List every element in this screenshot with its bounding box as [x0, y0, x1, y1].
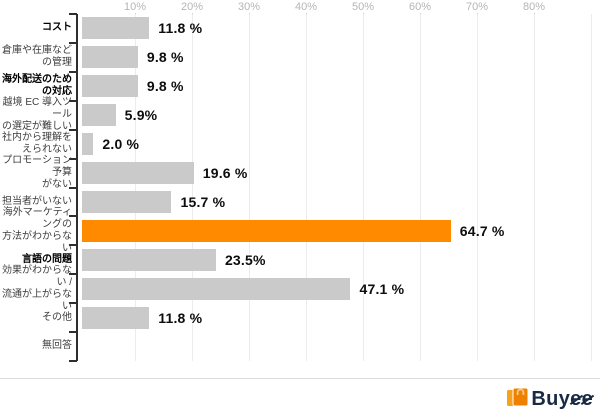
bar-row: 海外配送のための対応 9.8 %	[0, 72, 600, 101]
gridline	[192, 14, 193, 361]
value-label: 11.8 %	[158, 309, 203, 326]
x-tick-label: 60%	[408, 1, 432, 13]
bar-row: プロモーション予算 がない 19.6 %	[0, 155, 600, 190]
bar-row: 言語の問題 23.5%	[0, 245, 600, 274]
footer-divider	[0, 378, 600, 379]
gridline	[249, 14, 250, 361]
bar-row: 海外マーケティングの 方法がわからない 64.7 %	[0, 207, 600, 254]
category-label: 言語の問題	[22, 253, 72, 265]
category-label: 海外配送のための対応	[2, 74, 72, 98]
value-label: 5.9%	[124, 107, 158, 124]
value-label: 23.5%	[224, 251, 266, 268]
y-tick	[69, 215, 77, 218]
bar-area: 23.5%	[79, 245, 600, 274]
bar-area: 2.0 %	[79, 130, 600, 159]
category-label: プロモーション予算 がない	[2, 154, 72, 190]
category-label: 倉庫や在庫などの管理	[2, 45, 72, 69]
bar	[82, 75, 138, 98]
y-tick	[69, 244, 77, 247]
bar	[82, 219, 451, 242]
bar-row: 倉庫や在庫などの管理 9.8 %	[0, 43, 600, 72]
bar-row: 担当者がいない 15.7 %	[0, 187, 600, 216]
value-label: 64.7 %	[459, 222, 505, 239]
bar-row: 社内から理解を えられない 2.0 %	[0, 130, 600, 159]
y-tick	[69, 157, 77, 160]
gridline	[420, 14, 421, 361]
y-tick	[69, 302, 77, 305]
buyee-bag-icon	[506, 384, 529, 413]
y-tick	[69, 99, 77, 102]
value-label: 11.8 %	[158, 20, 203, 37]
y-tick	[69, 273, 77, 276]
bar-area: 5.9%	[79, 101, 600, 130]
gridline	[135, 14, 136, 361]
bar-row: コスト 11.8 %	[0, 14, 600, 43]
bar-area: 19.6 %	[79, 159, 600, 188]
bar-area: 11.8 %	[79, 303, 600, 332]
y-tick	[69, 41, 77, 44]
category-label: 効果がわからない / 流通が上がらない	[2, 264, 72, 312]
gridline	[534, 14, 535, 361]
bar-area: 47.1 %	[79, 274, 600, 303]
bar	[82, 248, 216, 271]
gridline	[363, 14, 364, 361]
value-label: 19.6 %	[202, 164, 248, 181]
bar	[82, 190, 172, 213]
value-label: 2.0 %	[102, 136, 140, 153]
y-tick	[69, 13, 77, 15]
x-tick-label: 80%	[522, 1, 546, 13]
bar	[82, 17, 150, 40]
bar	[82, 277, 351, 300]
bar-area: 9.8 %	[79, 43, 600, 72]
gridline	[477, 14, 478, 361]
x-tick-label: 20%	[180, 1, 204, 13]
y-tick	[69, 331, 77, 334]
bar-rows: コスト 11.8 % 倉庫や在庫などの管理 9.8 % 海外配送のための対応 9.8 % 越…	[0, 14, 600, 361]
x-tick-label: 50%	[351, 1, 375, 13]
bar-row: 効果がわからない / 流通が上がらない 47.1 %	[0, 265, 600, 312]
value-label: 47.1 %	[359, 280, 405, 297]
y-tick	[69, 186, 77, 189]
category-label: 担当者がいない	[2, 195, 72, 207]
value-label: 9.8 %	[146, 49, 184, 66]
x-tick-label: 30%	[237, 1, 261, 13]
category-label: 社内から理解を えられない	[2, 132, 72, 156]
bar	[82, 161, 194, 184]
y-tick	[69, 128, 77, 131]
bar-row: 越境 EC 導入ツール の選定が難しい 5.9%	[0, 97, 600, 132]
bar-row: 無回答	[0, 332, 600, 361]
x-tick-label: 10%	[123, 1, 147, 13]
bar	[82, 306, 150, 329]
y-tick	[69, 70, 77, 73]
bar-row: その他 11.8 %	[0, 303, 600, 332]
category-label: 海外マーケティングの 方法がわからない	[2, 206, 72, 254]
gridline	[591, 14, 592, 361]
x-tick-label: 70%	[465, 1, 489, 13]
gridline	[306, 14, 307, 361]
brand-text: Buyee	[531, 387, 593, 410]
category-label: 越境 EC 導入ツール の選定が難しい	[2, 97, 72, 133]
buyee-logo: Buyee	[506, 384, 593, 413]
y-tick	[69, 360, 77, 362]
category-label: コスト	[42, 22, 72, 34]
bar	[82, 133, 94, 156]
category-label: 無回答	[42, 340, 72, 352]
bar-area	[79, 332, 600, 361]
bar-area: 9.8 %	[79, 72, 600, 101]
value-label: 15.7 %	[180, 193, 226, 210]
bar	[82, 46, 138, 69]
category-label: その他	[42, 311, 72, 323]
y-axis-line	[76, 14, 78, 361]
x-tick-label: 40%	[294, 1, 318, 13]
bar-area: 11.8 %	[79, 14, 600, 43]
bar-area: 64.7 %	[79, 216, 600, 245]
value-label: 9.8 %	[146, 78, 184, 95]
bar-area: 15.7 %	[79, 187, 600, 216]
bar	[82, 104, 116, 127]
